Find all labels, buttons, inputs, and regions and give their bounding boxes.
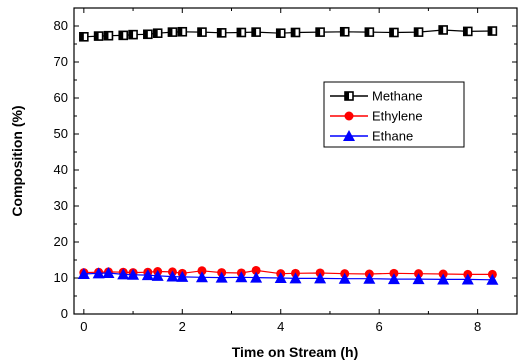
data-point xyxy=(176,270,189,282)
data-point xyxy=(251,27,261,37)
data-point xyxy=(438,25,448,35)
y-tick-label: 70 xyxy=(54,54,68,69)
data-point xyxy=(167,27,178,37)
y-tick-label: 30 xyxy=(54,198,68,213)
data-point xyxy=(251,265,261,275)
data-point xyxy=(364,27,375,37)
data-point xyxy=(127,268,140,280)
data-point xyxy=(103,30,114,41)
data-point xyxy=(290,27,301,38)
data-point xyxy=(389,27,399,38)
series-methane xyxy=(79,25,498,42)
data-point xyxy=(437,273,450,285)
y-tick-label: 10 xyxy=(54,270,68,285)
data-point xyxy=(338,272,351,284)
legend-marker xyxy=(344,91,354,101)
x-tick-label: 0 xyxy=(80,319,87,334)
data-point xyxy=(413,27,424,37)
data-point xyxy=(195,271,208,283)
legend-entry-ethane: Ethane xyxy=(330,129,413,144)
y-axis-title: Composition (%) xyxy=(9,105,25,216)
legend-marker xyxy=(344,111,354,121)
data-point xyxy=(152,28,163,39)
data-point xyxy=(216,28,227,38)
y-tick-label: 0 xyxy=(61,306,68,321)
data-point xyxy=(118,30,129,41)
data-point xyxy=(177,26,188,37)
data-point xyxy=(387,273,400,285)
data-point xyxy=(93,31,104,41)
legend-label: Ethylene xyxy=(372,109,423,124)
y-tick-label: 40 xyxy=(54,162,68,177)
y-axis-ticks: 0 10 20 30 40 50 60 70 80 xyxy=(54,18,517,321)
data-point xyxy=(143,29,153,40)
data-point xyxy=(289,272,302,284)
y-tick-label: 20 xyxy=(54,234,68,249)
data-point xyxy=(77,268,90,280)
data-point xyxy=(92,267,105,279)
data-point xyxy=(197,266,207,276)
data-point xyxy=(215,271,228,283)
data-point xyxy=(486,273,499,285)
y-tick-label: 50 xyxy=(54,126,68,141)
data-point xyxy=(128,29,138,40)
legend-label: Methane xyxy=(372,89,423,104)
data-point xyxy=(462,26,473,37)
data-point xyxy=(79,31,89,42)
data-point xyxy=(275,28,286,39)
y-tick-label: 60 xyxy=(54,90,68,105)
data-point xyxy=(314,272,327,284)
data-point xyxy=(117,268,130,280)
series-ethylene xyxy=(79,265,497,279)
data-point xyxy=(141,269,154,281)
legend-entry-ethylene: Ethylene xyxy=(330,109,423,124)
data-point xyxy=(461,273,474,285)
series-layer xyxy=(77,25,499,285)
legend-marker xyxy=(343,130,355,141)
x-axis-ticks: 0 2 4 6 8 xyxy=(80,8,481,334)
series-ethane xyxy=(77,266,499,285)
legend-label: Ethane xyxy=(372,129,413,144)
x-tick-label: 4 xyxy=(277,319,284,334)
data-point xyxy=(166,270,179,282)
data-point xyxy=(412,273,425,285)
data-point xyxy=(363,272,376,284)
data-point xyxy=(274,272,287,283)
x-tick-label: 2 xyxy=(179,319,186,334)
data-point xyxy=(487,26,498,36)
data-point xyxy=(102,266,115,278)
plot-frame xyxy=(73,7,518,315)
legend: Methane Ethylene Ethane xyxy=(323,81,465,148)
data-point xyxy=(315,27,325,37)
x-tick-label: 8 xyxy=(474,319,481,334)
data-point xyxy=(235,271,248,283)
data-point xyxy=(339,26,350,37)
data-point xyxy=(151,269,164,281)
data-point xyxy=(236,27,247,38)
data-point xyxy=(197,27,207,37)
y-tick-label: 80 xyxy=(54,18,68,33)
legend-entry-methane: Methane xyxy=(330,89,423,104)
x-axis-title: Time on Stream (h) xyxy=(232,344,359,360)
x-tick-label: 6 xyxy=(376,319,383,334)
data-point xyxy=(250,271,263,283)
